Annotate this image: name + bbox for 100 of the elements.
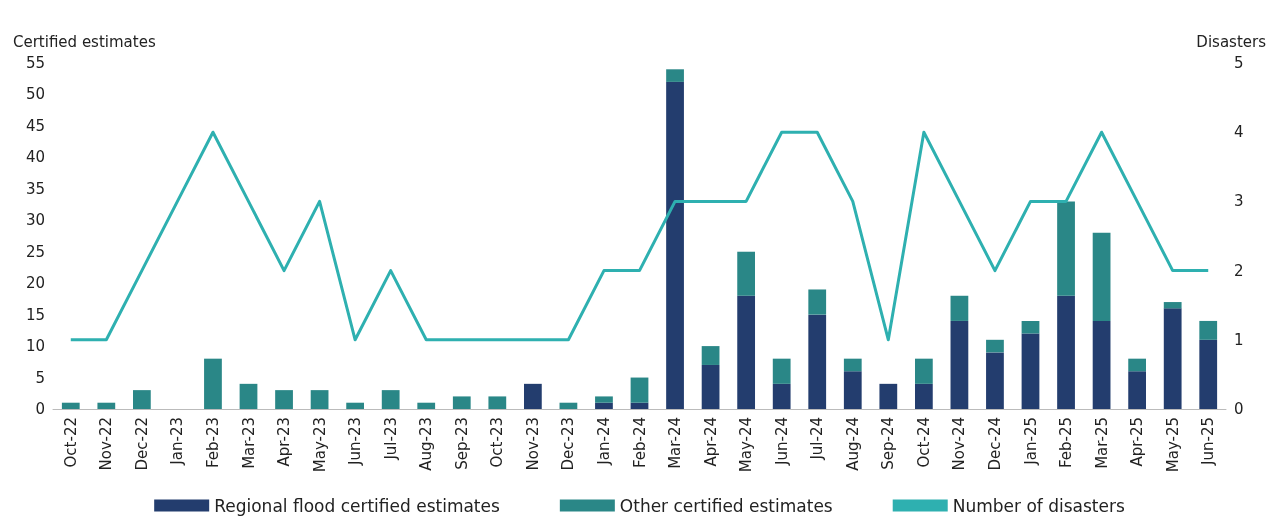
- y-tick-label: 45: [25, 116, 45, 135]
- y2-tick-label: 2: [1234, 261, 1244, 280]
- bar: [132, 390, 151, 409]
- bar: [61, 402, 80, 409]
- bar: [701, 346, 720, 365]
- bar: [523, 383, 542, 409]
- x-tick-label: Mar-25: [1092, 417, 1111, 469]
- y-tick-label: 40: [25, 148, 45, 167]
- legend-label: Number of disasters: [952, 495, 1125, 516]
- bar: [1163, 308, 1182, 409]
- x-tick-label: Jan-24: [594, 417, 613, 466]
- x-tick-label: Nov-22: [97, 417, 116, 471]
- y-tick-label: 15: [25, 305, 45, 324]
- y2-axis-title: Disasters: [1196, 32, 1267, 51]
- bar: [879, 383, 898, 409]
- bar: [630, 402, 649, 409]
- bar: [1128, 371, 1147, 409]
- bar: [772, 383, 791, 409]
- bar: [1057, 201, 1075, 296]
- bar: [1057, 295, 1075, 409]
- x-tick-label: Feb-23: [203, 417, 222, 469]
- bar: [488, 396, 507, 409]
- y-tick-label: 10: [25, 337, 45, 356]
- x-tick-label: Aug-23: [417, 417, 436, 471]
- x-tick-label: Nov-23: [523, 417, 542, 471]
- bar: [808, 314, 827, 409]
- x-tick-label: Oct-23: [488, 417, 507, 468]
- x-tick-label: Jul-23: [381, 417, 400, 461]
- y-tick-label: 55: [25, 54, 45, 72]
- bar: [239, 383, 258, 409]
- bar: [950, 295, 969, 321]
- bar: [1128, 358, 1147, 372]
- x-tick-label: Jul-24: [808, 417, 827, 461]
- bar: [452, 396, 471, 409]
- bar: [595, 402, 613, 409]
- bar: [666, 69, 684, 82]
- x-tick-label: Feb-25: [1057, 417, 1076, 469]
- bar: [737, 251, 756, 296]
- x-tick-label: May-24: [737, 417, 756, 473]
- bar: [914, 383, 933, 409]
- y-tick-label: 35: [25, 179, 45, 198]
- bar: [1092, 320, 1111, 409]
- bar: [630, 377, 649, 403]
- y2-tick-label: 1: [1234, 330, 1244, 349]
- x-tick-label: Sep-23: [452, 417, 471, 470]
- y-tick-label: 50: [25, 85, 45, 104]
- bar: [97, 402, 116, 409]
- y2-tick-label: 3: [1234, 192, 1244, 211]
- x-tick-label: Nov-24: [950, 417, 969, 471]
- bar: [737, 295, 756, 409]
- bar: [808, 289, 827, 315]
- bar: [1092, 232, 1111, 321]
- y-tick-label: 20: [25, 274, 45, 293]
- bar: [275, 390, 293, 409]
- bar: [914, 358, 933, 384]
- bar: [986, 339, 1004, 353]
- y-axis-title: Certified estimates: [13, 32, 156, 51]
- bar: [666, 81, 684, 409]
- x-tick-label: Mar-24: [666, 417, 685, 469]
- bar: [595, 396, 613, 403]
- x-tick-label: Apr-23: [275, 417, 294, 467]
- x-tick-label: Apr-24: [701, 417, 720, 467]
- bar: [1163, 302, 1182, 309]
- x-tick-label: Jun-24: [772, 417, 791, 466]
- bar: [346, 402, 365, 409]
- x-tick-label: Jun-25: [1199, 417, 1218, 466]
- bar: [1199, 339, 1218, 409]
- y2-tick-label: 4: [1234, 123, 1244, 142]
- bar: [1199, 320, 1218, 340]
- legend-label: Regional flood certified estimates: [214, 495, 500, 516]
- bar: [417, 402, 436, 409]
- line-series: [69, 130, 1210, 342]
- x-tick-label: Aug-24: [843, 417, 862, 471]
- y-tick-label: 5: [35, 368, 45, 387]
- x-tick-label: Dec-22: [132, 417, 151, 471]
- x-tick-label: Jan-25: [1021, 417, 1040, 466]
- x-tick-label: Dec-23: [559, 417, 578, 471]
- x-tick-label: Jun-23: [346, 417, 365, 466]
- x-tick-label: Oct-22: [61, 417, 80, 468]
- y2-tick-label: 0: [1234, 400, 1244, 418]
- x-tick-label: Sep-24: [879, 417, 898, 470]
- bar: [843, 358, 862, 372]
- y-tick-label: 0: [35, 400, 45, 418]
- bar: [204, 358, 222, 409]
- bar: [986, 352, 1004, 409]
- y-tick-label: 25: [25, 242, 45, 261]
- bar: [1021, 333, 1040, 409]
- x-tick-label: Dec-24: [985, 417, 1004, 471]
- bar: [701, 364, 720, 409]
- bar: [1021, 320, 1040, 334]
- bar: [381, 390, 400, 409]
- bar: [950, 320, 969, 409]
- x-tick-label: Apr-25: [1128, 417, 1147, 467]
- y-tick-label: 30: [25, 211, 45, 230]
- bar: [310, 390, 329, 409]
- legend-label: Other certified estimates: [619, 495, 833, 516]
- x-tick-label: Jan-23: [168, 417, 187, 466]
- y2-tick-label: 5: [1234, 54, 1244, 72]
- x-tick-label: Oct-24: [914, 417, 933, 468]
- bar: [772, 358, 791, 384]
